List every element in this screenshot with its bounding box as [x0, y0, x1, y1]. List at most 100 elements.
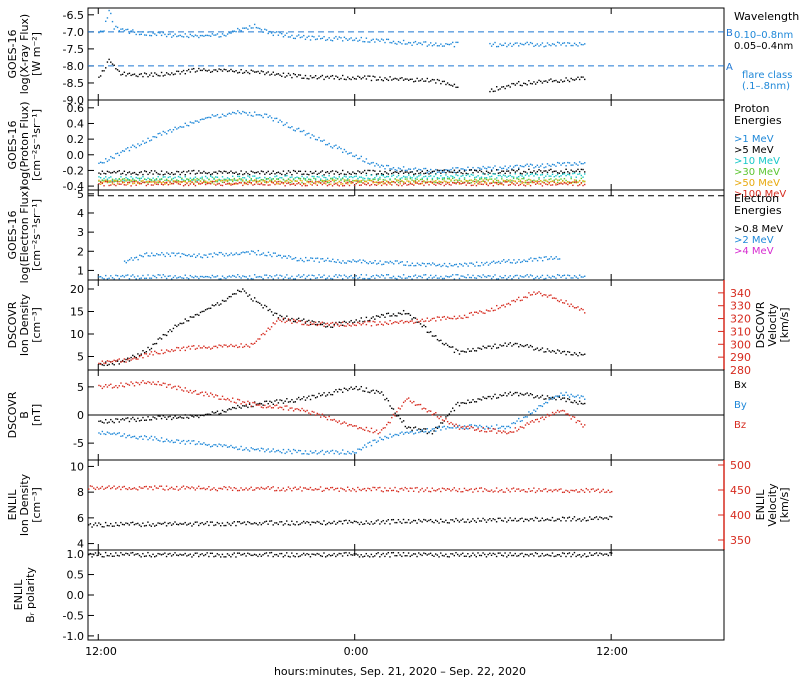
- data-point: [489, 275, 491, 277]
- data-point: [523, 394, 525, 396]
- data-point: [245, 112, 247, 114]
- data-point: [264, 450, 266, 453]
- data-point: [289, 74, 291, 76]
- data-point: [573, 171, 576, 173]
- data-point: [463, 178, 466, 181]
- data-point: [578, 173, 581, 175]
- data-point: [467, 316, 469, 319]
- data-point: [440, 339, 442, 342]
- data-point: [419, 320, 422, 322]
- data-point: [162, 130, 164, 133]
- data-point: [580, 520, 582, 522]
- data-point: [292, 129, 295, 131]
- data-point: [174, 349, 176, 352]
- data-point: [204, 522, 207, 525]
- data-point: [441, 426, 444, 428]
- data-point: [460, 175, 462, 177]
- data-point: [563, 162, 566, 164]
- data-point: [282, 448, 285, 451]
- data-point: [250, 178, 252, 180]
- data-point: [341, 185, 344, 187]
- data-point: [402, 433, 405, 435]
- data-point: [341, 278, 344, 280]
- data-point: [143, 352, 146, 355]
- data-point: [375, 489, 378, 491]
- data-point: [543, 278, 545, 280]
- data-point: [487, 310, 489, 312]
- data-point: [135, 437, 137, 439]
- data-point: [194, 389, 197, 392]
- data-point: [147, 416, 149, 418]
- data-point: [457, 181, 459, 183]
- data-point: [475, 181, 478, 183]
- data-point: [135, 173, 137, 175]
- data-point: [226, 172, 229, 174]
- data-point: [453, 520, 455, 523]
- data-point: [473, 488, 476, 491]
- data-point: [485, 177, 488, 179]
- data-point: [479, 169, 481, 172]
- data-point: [468, 169, 471, 171]
- data-point: [245, 523, 247, 526]
- data-point: [167, 350, 170, 352]
- data-point: [529, 184, 532, 187]
- data-point: [133, 418, 136, 421]
- data-point: [424, 430, 427, 433]
- data-point: [370, 444, 373, 447]
- data-point: [534, 410, 537, 413]
- data-point: [443, 169, 445, 171]
- data-point: [372, 320, 374, 323]
- data-point: [438, 426, 440, 429]
- data-point: [245, 182, 247, 185]
- data-point: [294, 486, 296, 488]
- data-point: [176, 346, 178, 349]
- data-point: [182, 485, 185, 487]
- data-point: [121, 178, 124, 180]
- data-point: [441, 177, 444, 179]
- data-point: [220, 487, 222, 490]
- data-point: [369, 178, 371, 180]
- data-point: [172, 35, 175, 37]
- data-point: [507, 184, 510, 186]
- data-point: [401, 522, 403, 524]
- data-point: [111, 179, 114, 182]
- data-point: [436, 338, 439, 341]
- data-point: [555, 352, 557, 354]
- data-point: [563, 394, 566, 396]
- data-point: [448, 169, 451, 172]
- data-point: [377, 173, 379, 175]
- data-point: [404, 425, 407, 428]
- data-point: [455, 179, 457, 181]
- data-point: [347, 183, 349, 185]
- data-point: [140, 171, 142, 173]
- data-point: [233, 182, 236, 185]
- data-point: [389, 319, 391, 322]
- data-point: [196, 181, 198, 183]
- data-point: [442, 264, 444, 267]
- data-point: [216, 302, 219, 304]
- data-point: [358, 488, 361, 491]
- data-point: [108, 485, 110, 487]
- data-point: [423, 263, 425, 265]
- data-point: [408, 172, 410, 174]
- data-point: [340, 487, 342, 489]
- data-point: [308, 412, 310, 414]
- data-point: [353, 425, 356, 427]
- data-point: [125, 361, 127, 363]
- data-point: [159, 173, 161, 176]
- data-point: [277, 121, 280, 123]
- data-point: [240, 178, 242, 180]
- data-point: [484, 178, 486, 180]
- data-point: [252, 300, 254, 302]
- data-point: [582, 176, 584, 178]
- data-point: [390, 519, 393, 521]
- data-point: [242, 179, 244, 181]
- data-point: [125, 174, 127, 176]
- data-point: [509, 183, 511, 186]
- data-point: [556, 349, 559, 351]
- data-point: [331, 74, 334, 77]
- data-point: [374, 76, 376, 78]
- data-point: [269, 308, 271, 311]
- data-point: [193, 122, 195, 124]
- data-point: [235, 402, 237, 404]
